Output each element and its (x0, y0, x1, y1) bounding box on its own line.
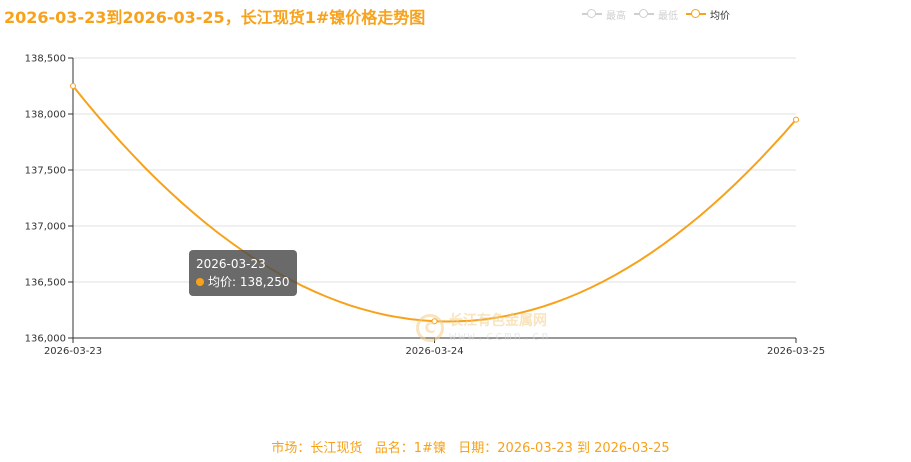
chart-tooltip: 2026-03-23 均价: 138,250 (189, 250, 297, 296)
y-tick-label: 137,000 (25, 222, 66, 233)
data-point (793, 116, 799, 123)
watermark-logo-icon: C (416, 314, 444, 342)
y-tick-label: 138,500 (25, 54, 66, 65)
legend-line-circle-icon (686, 9, 706, 19)
x-tick-label: 2026-03-24 (405, 346, 463, 357)
tooltip-date: 2026-03-23 (196, 257, 266, 271)
y-tick-label: 138,000 (25, 110, 66, 121)
legend-item-low[interactable]: 最低 (634, 7, 678, 22)
tooltip-value: 138,250 (239, 275, 290, 289)
y-tick-label: 136,000 (25, 334, 66, 345)
legend-label-average: 均价 (710, 10, 730, 22)
chart-footer: 市场：长江现货 品名：1#镍 日期：2026-03-23 到 2026-03-2… (271, 441, 670, 456)
x-tick-label: 2026-03-25 (767, 346, 825, 357)
series-line-average (72, 85, 797, 323)
legend-line-circle-icon (582, 9, 602, 19)
watermark: C 长江有色金属网 www.ccmn.cn (416, 313, 550, 343)
legend-item-average[interactable]: 均价 (686, 7, 730, 22)
watermark-url: www.ccmn.cn (449, 329, 551, 343)
legend-item-high[interactable]: 最高 (582, 7, 626, 22)
y-tick-label: 136,500 (25, 278, 66, 289)
tooltip-series-dot-icon (196, 278, 204, 286)
tooltip-series-name: 均价 (208, 275, 233, 289)
watermark-name: 长江有色金属网 (449, 313, 547, 329)
legend-label-low: 最低 (658, 10, 678, 22)
legend-label-high: 最高 (606, 10, 626, 22)
tooltip-separator: : (232, 275, 240, 289)
legend-line-circle-icon (634, 9, 654, 19)
tooltip-row: 均价: 138,250 (196, 273, 290, 291)
chart-title: 2026-03-23到2026-03-25，长江现货1#镍价格走势图 (4, 8, 426, 27)
y-tick-label: 137,500 (25, 166, 66, 177)
data-point (70, 83, 76, 89)
chart-legend: 最高 最低 均价 (582, 6, 730, 22)
x-tick-label: 2026-03-23 (44, 346, 102, 357)
